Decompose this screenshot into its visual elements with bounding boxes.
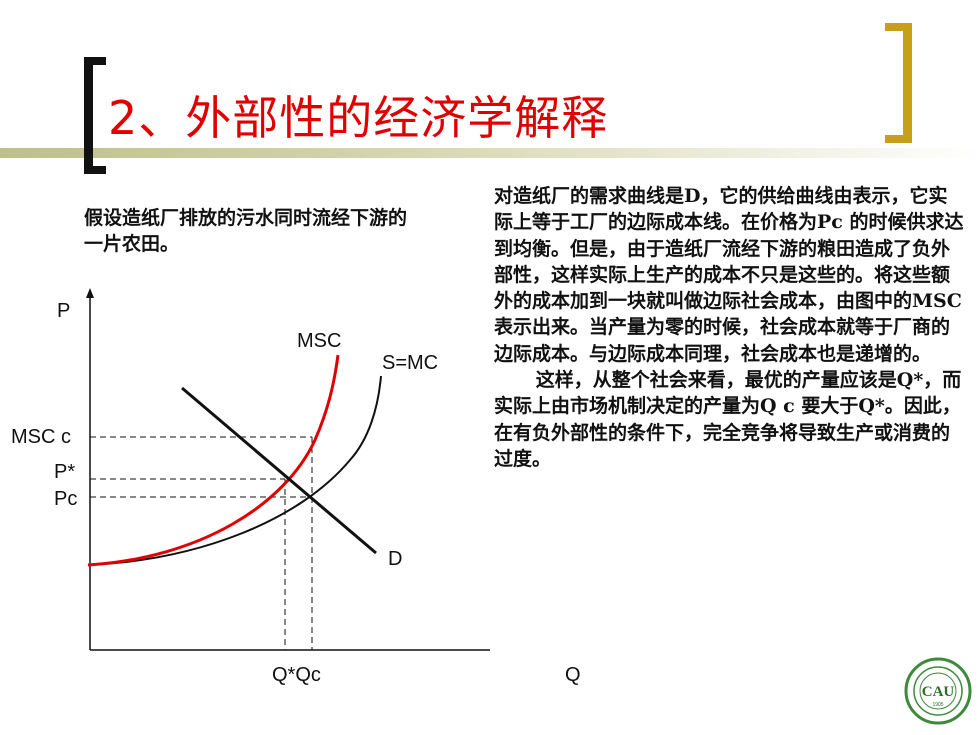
explanation-paragraph-1: 对造纸厂的需求曲线是D，它的供给曲线由表示，它实际上等于工厂的边际成本线。在价格…	[494, 185, 964, 365]
cau-logo-icon: CAU 1905	[904, 657, 972, 725]
series-d-line	[181, 386, 377, 555]
left-bracket	[84, 57, 93, 174]
right-bracket-bottom	[885, 135, 912, 143]
x-axis-label: Q	[565, 664, 581, 686]
logo-text: CAU	[922, 684, 955, 700]
left-bracket-bottom	[84, 166, 106, 174]
tick-label-msc-c: MSC c	[11, 426, 71, 448]
explanation-text: 对造纸厂的需求曲线是D，它的供给曲线由表示，它实际上等于工厂的边际成本线。在价格…	[494, 183, 964, 472]
assumption-text: 假设造纸厂排放的污水同时流经下游的一片农田。	[84, 207, 408, 255]
series-msc-curve	[87, 354, 340, 567]
tick-label-p-star: P*	[54, 461, 76, 483]
series-label-s-mc: S=MC	[382, 352, 439, 374]
logo-year: 1905	[932, 702, 943, 708]
series-label-d: D	[388, 548, 403, 570]
right-bracket-top	[885, 23, 912, 31]
slide-title: 2、外部性的经济学解释	[108, 91, 609, 145]
y-axis-label: P	[57, 300, 71, 322]
explanation-paragraph-2: 这样，从整个社会来看，最优的产量应该是Q*，而实际上由市场机制决定的产量为Q c…	[494, 369, 962, 470]
tick-label-q-star-qc: Q*Qc	[272, 664, 321, 686]
y-axis-arrow	[86, 288, 94, 298]
title-underline-bar	[0, 148, 980, 158]
left-bracket-top	[84, 57, 106, 65]
series-label-msc: MSC	[297, 330, 342, 352]
series-s-mc-curve	[87, 375, 382, 566]
right-bracket	[903, 23, 912, 143]
tick-label-pc: Pc	[54, 488, 78, 510]
